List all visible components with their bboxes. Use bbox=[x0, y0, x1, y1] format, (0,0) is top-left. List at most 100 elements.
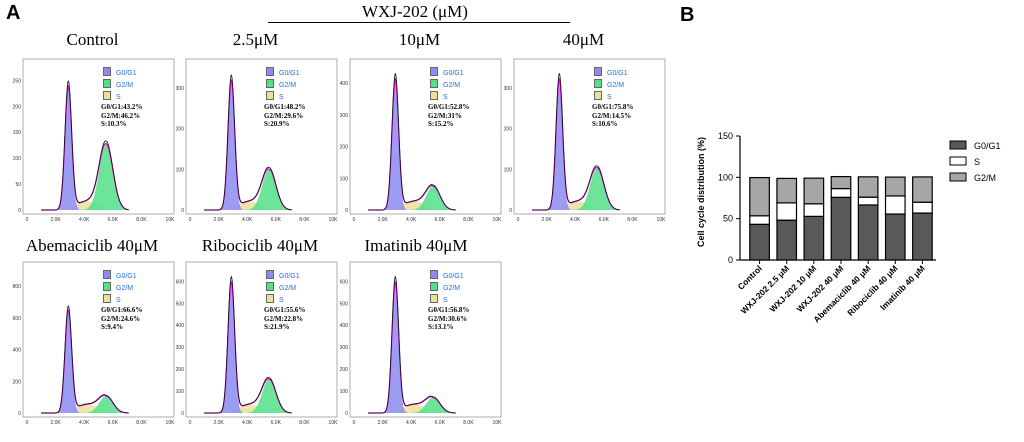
histogram-panel: 0 50 100 150 200 250 0 2.0K 4.0K 6.0K 8.0K 10K bbox=[13, 58, 178, 233]
plot-frame bbox=[22, 261, 175, 418]
bar-segment-g0g1 bbox=[749, 223, 770, 261]
x-tick-label: 4.0K bbox=[570, 217, 581, 223]
stat-line: G2/M:46.2% bbox=[101, 111, 141, 120]
x-tick-label: 6.0K bbox=[108, 420, 119, 426]
stat-line: G2/M:29.6% bbox=[264, 111, 304, 120]
y-tick-label: 300 bbox=[176, 86, 185, 92]
bar-segment-g0g1 bbox=[830, 196, 852, 261]
legend-label: G2/M bbox=[279, 82, 297, 89]
x-tick-label: 8.0K bbox=[299, 420, 310, 426]
bar-segment-s bbox=[803, 203, 825, 217]
legend-swatch bbox=[266, 91, 274, 100]
histogram-svg: 0 100 200 300 400 500 600 0 2.0K 4.0K 6.0K 8.0K 10K bbox=[340, 261, 502, 426]
x-tick-label: 2.0K bbox=[377, 420, 388, 426]
legend-swatch bbox=[430, 91, 438, 100]
bar-segment-g2m bbox=[776, 177, 798, 204]
x-tick-label: 8.0K bbox=[463, 420, 474, 426]
histogram-stats: G0/G1:43.2% G2/M:46.2% S:10.3% bbox=[101, 103, 142, 129]
histogram-title: Control bbox=[66, 30, 119, 49]
legend-entry: G0/G1 bbox=[266, 270, 300, 282]
x-tick-label: 10K bbox=[493, 217, 503, 223]
legend-entry: G2/M bbox=[594, 79, 628, 91]
x-tick-label: 4.0K bbox=[242, 420, 253, 426]
y-tick-label: 250 bbox=[13, 78, 22, 84]
legend-swatch bbox=[266, 270, 274, 279]
x-tick-label: 6.0K bbox=[271, 217, 282, 223]
legend-entry: G2/M bbox=[430, 282, 464, 294]
bar-segment-g2m bbox=[749, 176, 770, 217]
y-tick-label: 100 bbox=[176, 167, 185, 173]
x-tick-label: 4.0K bbox=[242, 217, 253, 223]
s-phase-area bbox=[41, 201, 129, 210]
x-tick-label: 2.0K bbox=[50, 217, 61, 223]
histogram-title: Imatinib 40μM bbox=[364, 236, 468, 255]
histogram-svg: 0 50 100 150 200 250 0 2.0K 4.0K 6.0K 8.0K 10K bbox=[13, 58, 175, 223]
panel-label-b: B bbox=[680, 4, 695, 26]
stat-line: S:21.9% bbox=[264, 323, 290, 331]
histogram-stats: G0/G1:52.8% G2/M:31% S:15.2% bbox=[428, 103, 469, 129]
y-tick-label: 50 bbox=[723, 214, 733, 224]
legend-label: S bbox=[443, 297, 448, 304]
legend-swatch bbox=[594, 79, 602, 88]
legend-entry: G2/M bbox=[103, 282, 137, 294]
legend-swatch bbox=[430, 282, 438, 291]
y-tick-label: 200 bbox=[504, 127, 513, 133]
y-tick-label: 200 bbox=[340, 367, 349, 373]
legend-swatch bbox=[266, 294, 274, 303]
y-tick-label: 200 bbox=[340, 145, 349, 151]
y-axis-label: Cell cycle distribution (%) bbox=[696, 137, 706, 247]
histogram-svg: 0 100 200 300 0 2.0K 4.0K 6.0K 8.0K 10K bbox=[176, 58, 338, 223]
y-tick-label: 300 bbox=[340, 345, 349, 351]
bar-segment-s bbox=[776, 202, 798, 221]
x-tick-label: 0 bbox=[353, 420, 356, 426]
data-outline bbox=[368, 72, 456, 211]
y-tick-label: 600 bbox=[176, 279, 185, 285]
x-tick-label: 10K bbox=[657, 217, 667, 223]
legend-swatch bbox=[266, 67, 274, 76]
y-tick-label: 800 bbox=[13, 284, 22, 290]
panel-label-a: A bbox=[6, 2, 21, 24]
histogram-stats: G0/G1:48.2% G2/M:29.6% S:20.9% bbox=[264, 103, 305, 129]
y-tick-label: 600 bbox=[13, 316, 22, 322]
y-tick-label: 200 bbox=[176, 367, 185, 373]
histogram-stats: G0/G1:66.6% G2/M:24.6% S:9.4% bbox=[101, 306, 142, 332]
legend-swatch bbox=[594, 67, 602, 76]
legend-swatch bbox=[103, 282, 111, 291]
x-tick-label: 8.0K bbox=[136, 420, 147, 426]
x-tick-label: 6.0K bbox=[108, 217, 119, 223]
legend-label: G2/M bbox=[279, 285, 297, 292]
x-tick-label: 0 bbox=[353, 217, 356, 223]
histogram-title: Ribociclib 40μM bbox=[201, 236, 319, 255]
y-tick-label: 0 bbox=[181, 208, 184, 214]
stat-line: G0/G1:48.2% bbox=[264, 103, 306, 111]
histogram-panel: 0 100 200 300 0 2.0K 4.0K 6.0K 8.0K 10K bbox=[176, 58, 341, 233]
legend-label: G2/M bbox=[443, 82, 461, 89]
y-tick-label: 600 bbox=[340, 279, 349, 285]
y-tick-label: 100 bbox=[504, 167, 513, 173]
x-tick-label: 2.0K bbox=[377, 217, 388, 223]
x-tick-label: 6.0K bbox=[271, 420, 282, 426]
s-phase-area bbox=[41, 404, 129, 413]
histogram-panel: 0 100 200 300 400 500 600 0 2.0K 4.0K 6.0K 8.0K 10K bbox=[176, 261, 341, 436]
legend-label: G0/G1 bbox=[116, 273, 137, 280]
stat-line: S:13.1% bbox=[428, 323, 454, 331]
legend-entry: S bbox=[594, 91, 628, 103]
bar-segment-g2m bbox=[830, 175, 852, 190]
y-tick-label: 300 bbox=[176, 345, 185, 351]
s-phase-area bbox=[204, 404, 292, 413]
legend-entry: S bbox=[103, 91, 137, 103]
histogram-title: 2.5μM bbox=[232, 30, 279, 49]
s-phase-area bbox=[204, 201, 292, 210]
stat-line: G0/G1:75.8% bbox=[592, 103, 634, 111]
histogram-legend: G0/G1 G2/M S bbox=[430, 67, 464, 103]
wxj-header: WXJ-202 (μM) bbox=[362, 2, 468, 21]
legend-label: G2/M bbox=[116, 285, 134, 292]
y-tick-label: 0 bbox=[345, 411, 348, 417]
y-tick-label: 0 bbox=[509, 208, 512, 214]
x-tick-label: 2.0K bbox=[213, 420, 224, 426]
stat-line: S:10.6% bbox=[592, 120, 618, 128]
data-outline bbox=[368, 275, 456, 414]
bar-segment-g2m bbox=[857, 176, 879, 198]
y-tick-label: 150 bbox=[13, 130, 22, 136]
x-tick-label: 6.0K bbox=[435, 217, 446, 223]
